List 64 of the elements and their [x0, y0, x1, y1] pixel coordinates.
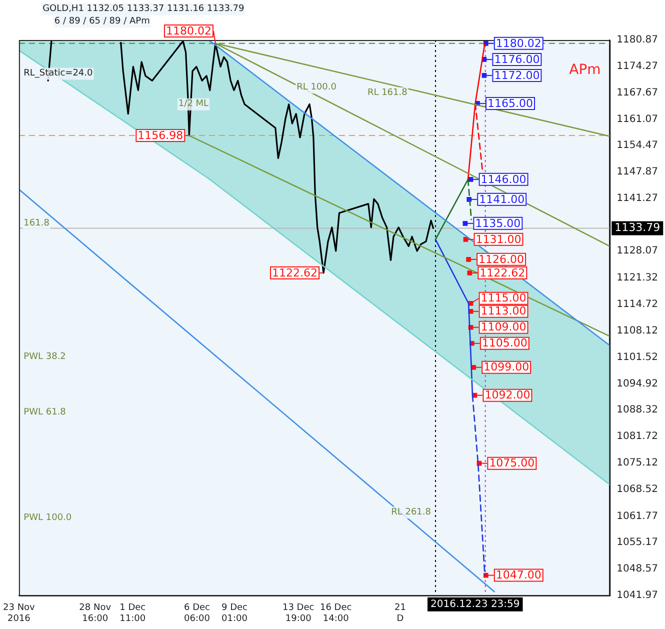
y-tick-label: 1055.17 — [616, 537, 658, 548]
x-tick-label: 9 Dec 01:00 — [222, 603, 248, 624]
x-tick-label: 16 Dec 14:00 — [320, 603, 352, 624]
y-tick-label: 1048.57 — [616, 564, 658, 575]
x-tick-label: 28 Nov 16:00 — [79, 603, 112, 624]
annotation: 1172.00 — [494, 68, 540, 82]
y-tick-label: 1174.27 — [616, 60, 658, 72]
annotation: 1135.00 — [475, 216, 521, 230]
annotation: RL 261.8 — [391, 507, 432, 518]
y-tick-label: 1101.52 — [616, 352, 658, 363]
annotation: RL 161.8 — [367, 88, 408, 98]
annotation: 1075.00 — [489, 456, 535, 470]
y-tick-label: 1075.12 — [616, 457, 658, 468]
y-tick-label: 1108.12 — [616, 325, 658, 336]
annotation: APm — [569, 62, 601, 78]
annotation: 1146.00 — [480, 172, 526, 186]
text: 2016.12.23 23:59 — [430, 598, 520, 610]
annotation: 1176.00 — [494, 52, 540, 66]
y-tick-label: 1041.97 — [616, 590, 658, 601]
y-tick-label: 1167.67 — [616, 87, 658, 98]
annotation: 1047.00 — [496, 568, 542, 582]
annotation: RL 100.0 — [296, 82, 337, 92]
y-tick-label: 1154.47 — [616, 140, 658, 152]
annotation: 1113.00 — [480, 304, 526, 318]
x-tick-label: 21 D — [394, 603, 406, 624]
annotation: 1122.62 — [480, 266, 526, 280]
annotation: RL_Static=24.0 — [24, 68, 94, 79]
annotation: 1141.00 — [479, 192, 525, 206]
y-tick-label: 1161.07 — [616, 114, 658, 125]
annotation: PWL 38.2 — [24, 352, 66, 362]
y-tick-label: 1141.27 — [616, 192, 658, 204]
y-tick-label: 1114.72 — [616, 299, 658, 310]
annotation: 1180.02 — [166, 24, 212, 38]
annotation: PWL 100.0 — [24, 512, 72, 523]
y-tick-label: 1180.87 — [616, 34, 658, 46]
annotation: 1099.00 — [484, 360, 530, 374]
y-tick-label: 1081.72 — [616, 431, 658, 442]
ref-line-label: 1133.79 — [614, 221, 660, 234]
annotation: 1126.00 — [478, 252, 524, 266]
x-tick-label: 1 Dec 11:00 — [120, 603, 146, 624]
x-tick-label: 13 Dec 19:00 — [282, 603, 314, 624]
text: 6 / 89 / 65 / 89 / APm — [54, 16, 150, 26]
y-tick-label: 1128.07 — [616, 246, 658, 257]
x-tick-label: 23 Nov 2016 — [2, 603, 36, 624]
annotation: 1180.02 — [496, 36, 542, 50]
y-tick-label: 1061.77 — [616, 510, 658, 522]
annotation: PWL 61.8 — [24, 407, 66, 418]
annotation: 1/2 ML — [178, 99, 209, 110]
y-tick-label: 1121.32 — [616, 272, 658, 284]
annotation: 1122.62 — [272, 266, 318, 280]
annotation: 1131.00 — [476, 232, 522, 246]
annotation: 1115.00 — [480, 292, 526, 305]
y-tick-label: 1094.92 — [616, 378, 658, 390]
y-tick-label: 1088.32 — [616, 404, 658, 416]
annotation: 161.8 — [24, 218, 50, 229]
x-tick-label: 6 Dec 06:00 — [184, 603, 210, 624]
annotation: 1092.00 — [484, 388, 530, 402]
annotation: 1165.00 — [488, 96, 534, 110]
y-tick-label: 1147.87 — [616, 166, 658, 178]
annotation: 1109.00 — [480, 320, 526, 334]
y-tick-label: 1068.52 — [616, 484, 658, 495]
annotation: 1105.00 — [482, 336, 528, 350]
text: GOLD,H1 1132.05 1133.37 1131.16 1133.79 — [42, 4, 245, 14]
annotation: 1156.98 — [138, 128, 184, 142]
